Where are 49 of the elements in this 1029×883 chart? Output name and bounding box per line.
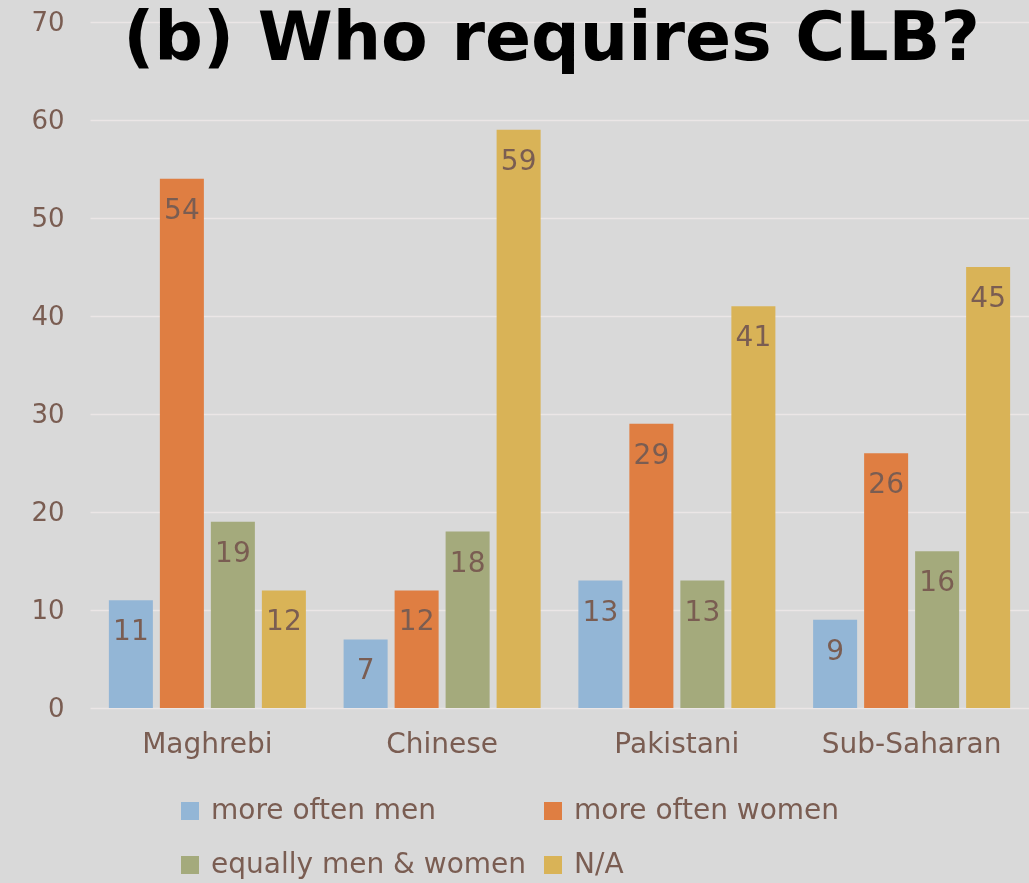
bar [629,423,674,708]
data-label: 7 [356,653,375,687]
y-tick-label: 30 [31,398,65,429]
bar [210,521,255,708]
bar [108,600,153,708]
bar [578,580,623,708]
bar [966,267,1011,708]
data-label: 13 [684,594,721,628]
chart-title: (b) Who requires CLB? [123,0,980,76]
legend-label: N/A [574,847,624,880]
y-tick-label: 10 [31,594,65,625]
y-tick-label: 20 [31,496,65,527]
bar [915,551,960,708]
bar [680,580,725,708]
data-label: 41 [735,320,772,354]
x-tick-label: Pakistani [614,726,740,760]
x-tick-label: Maghrebi [142,726,273,760]
data-label: 54 [164,192,200,226]
bar [261,590,306,708]
data-label: 19 [215,535,251,569]
y-tick-label: 50 [31,202,65,233]
bar [394,590,439,708]
data-label: 9 [826,633,845,667]
bar [496,129,541,708]
bar [159,178,204,708]
data-label: 59 [500,143,537,177]
bar [445,531,490,708]
data-label: 26 [868,467,904,501]
bar [343,639,388,708]
bar [731,306,776,708]
data-label: 45 [970,281,1006,314]
data-label: 12 [266,604,302,638]
legend-label: more often men [211,793,437,826]
y-tick-label: 60 [31,104,65,135]
x-tick-label: Sub-Saharan [821,726,1002,760]
data-label: 11 [113,614,149,648]
legend-label: equally men & women [211,847,527,880]
y-tick-label: 0 [47,692,65,723]
data-label: 18 [449,545,486,579]
bar [864,453,909,708]
data-label: 13 [582,594,619,628]
legend-label: more often women [574,793,840,826]
y-tick-label: 40 [31,300,65,331]
data-label: 12 [398,604,435,638]
x-tick-label: Chinese [386,726,499,760]
data-label: 16 [919,565,955,599]
y-tick-label: 70 [31,6,65,37]
data-label: 29 [633,437,670,471]
bar [813,619,858,708]
